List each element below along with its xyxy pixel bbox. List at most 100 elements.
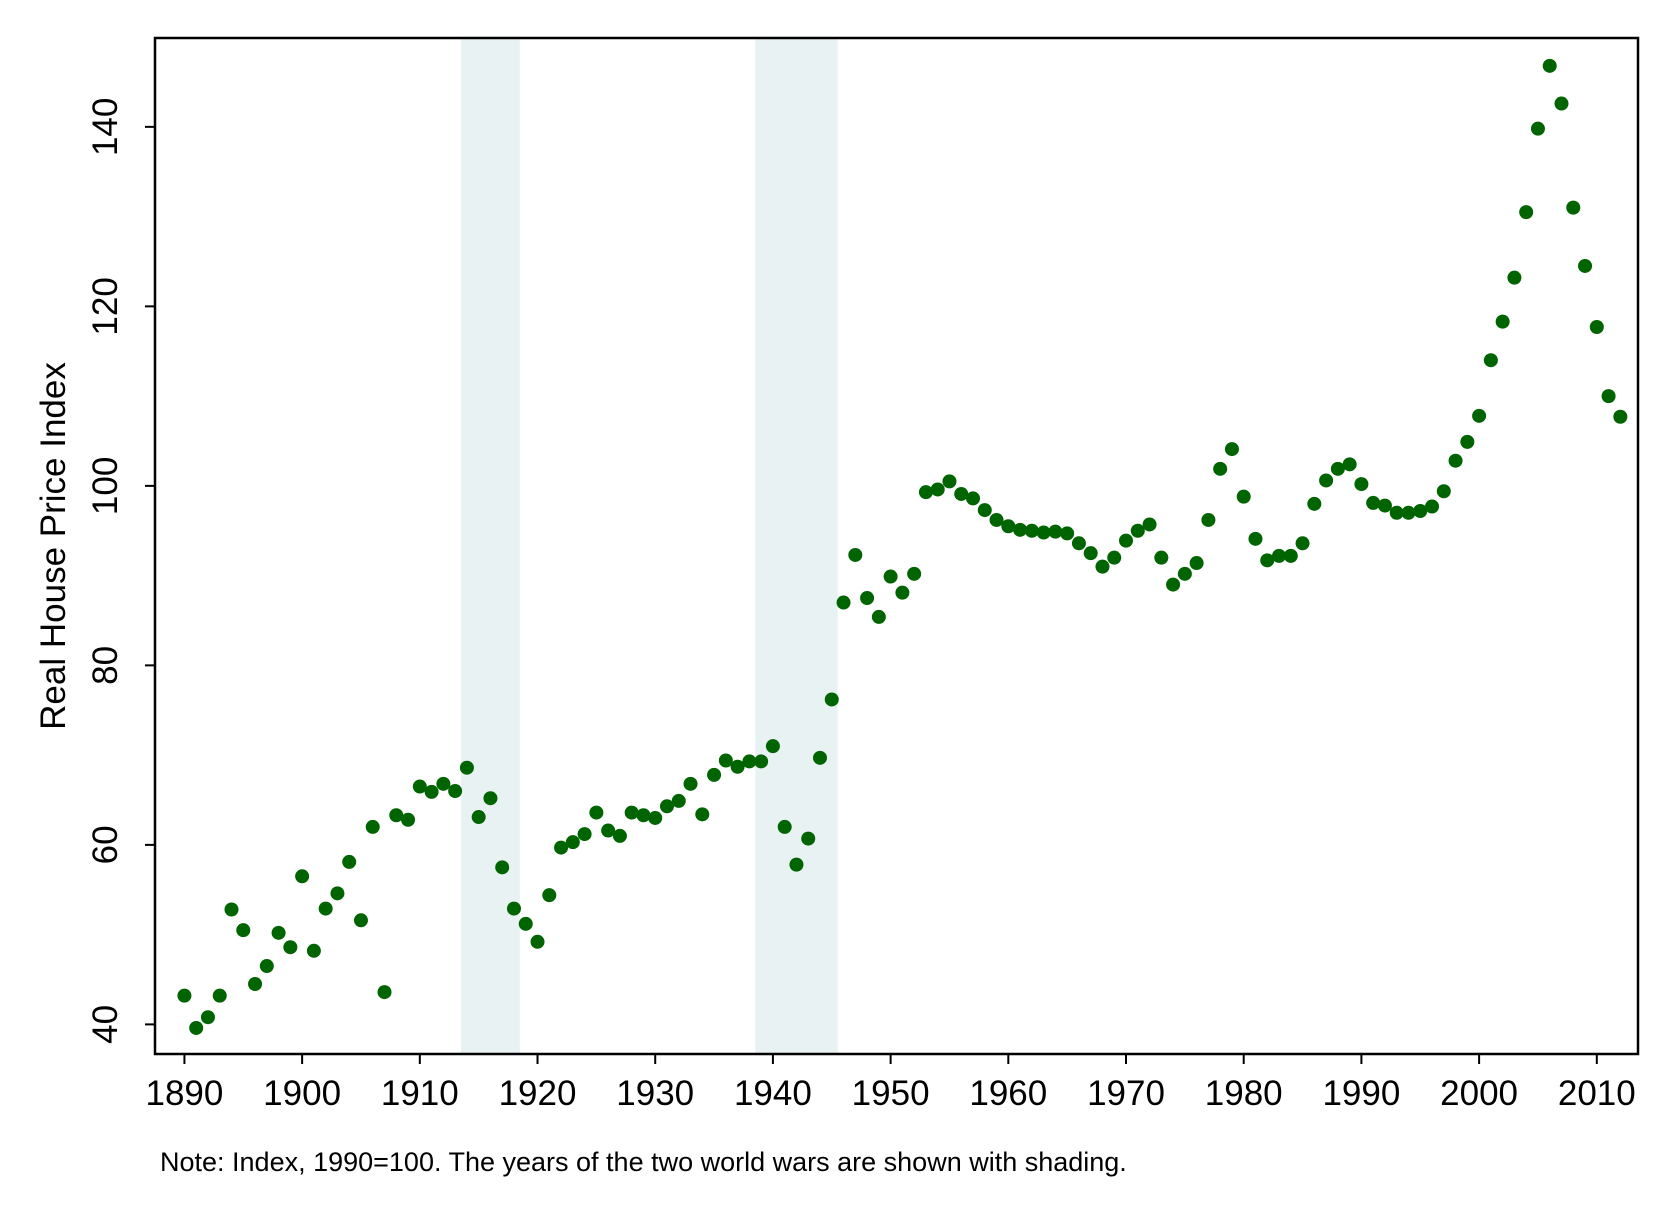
y-tick-label: 80 (86, 646, 125, 685)
y-tick-label: 100 (86, 457, 125, 515)
data-point (1095, 559, 1110, 574)
data-point (848, 547, 863, 562)
data-point (671, 793, 686, 808)
data-point (989, 512, 1004, 527)
data-point (636, 808, 651, 823)
data-point (1448, 453, 1463, 468)
data-point (1554, 96, 1569, 111)
data-point (1366, 495, 1381, 510)
data-point (1472, 408, 1487, 423)
data-point (1377, 498, 1392, 513)
data-point (518, 916, 533, 931)
data-point (1566, 200, 1581, 215)
shaded-period-1 (461, 39, 520, 1053)
data-point (860, 591, 875, 606)
data-point (1048, 524, 1063, 539)
data-point (718, 753, 733, 768)
data-point (389, 808, 404, 823)
data-point (1071, 536, 1086, 551)
data-point (412, 779, 427, 794)
data-point (306, 943, 321, 958)
chart-note: Note: Index, 1990=100. The years of the … (160, 1147, 1127, 1177)
data-point (789, 857, 804, 872)
data-point (730, 759, 745, 774)
data-point (1319, 473, 1334, 488)
data-point (966, 491, 981, 506)
data-point (1283, 548, 1298, 563)
data-point (659, 799, 674, 814)
data-point (812, 750, 827, 765)
data-point (1260, 553, 1275, 568)
data-point (554, 840, 569, 855)
data-point (1224, 442, 1239, 457)
data-point (1589, 320, 1604, 335)
data-point (1036, 525, 1051, 540)
data-point (695, 807, 710, 822)
data-point (836, 595, 851, 610)
data-point (1354, 477, 1369, 492)
plot-area-frame (153, 36, 1640, 1056)
data-point (271, 925, 286, 940)
data-point (824, 692, 839, 707)
data-point (707, 767, 722, 782)
data-point (436, 776, 451, 791)
data-point (1142, 517, 1157, 532)
data-point (624, 805, 639, 820)
data-point (918, 485, 933, 500)
x-tick-label: 1900 (263, 1074, 341, 1113)
y-tick-label: 60 (86, 825, 125, 864)
data-point (353, 913, 368, 928)
x-tick-label: 1930 (616, 1074, 694, 1113)
data-point (871, 609, 886, 624)
data-point (1389, 505, 1404, 520)
data-point (200, 1010, 215, 1025)
x-tick-label: 1940 (734, 1074, 812, 1113)
data-point (459, 760, 474, 775)
data-point (754, 754, 769, 769)
data-point (224, 902, 239, 917)
data-point (742, 754, 757, 769)
x-tick-label: 1970 (1087, 1074, 1165, 1113)
y-tick-label: 140 (86, 98, 125, 156)
data-point (424, 784, 439, 799)
x-tick-label: 1910 (381, 1074, 459, 1113)
data-point (1001, 519, 1016, 534)
data-point (1130, 523, 1145, 538)
data-point (189, 1020, 204, 1035)
data-point (1083, 546, 1098, 561)
data-point (530, 934, 545, 949)
data-point (977, 503, 992, 518)
data-point (248, 976, 263, 991)
data-point (1413, 503, 1428, 518)
data-point (483, 791, 498, 806)
data-point (954, 486, 969, 501)
data-point (1295, 536, 1310, 551)
data-point (907, 566, 922, 581)
data-point (601, 823, 616, 838)
data-point (1601, 389, 1616, 404)
data-point (1201, 512, 1216, 527)
data-point (1542, 58, 1557, 73)
data-point (1013, 522, 1028, 537)
data-point (1425, 499, 1440, 514)
data-point (589, 805, 604, 820)
data-point (1483, 353, 1498, 368)
data-point (330, 886, 345, 901)
data-point (883, 569, 898, 584)
data-point (942, 474, 957, 489)
data-point (471, 810, 486, 825)
x-tick-label: 1950 (852, 1074, 930, 1113)
data-point (1613, 409, 1628, 424)
data-point (1166, 577, 1181, 592)
data-point (1107, 550, 1122, 565)
y-tick-label: 40 (86, 1005, 125, 1044)
data-point (1530, 121, 1545, 136)
data-point (1460, 434, 1475, 449)
data-points (177, 58, 1628, 1035)
data-point (1024, 523, 1039, 538)
data-point (1189, 556, 1204, 571)
x-tick-label: 1890 (145, 1074, 223, 1113)
x-tick-label: 1960 (969, 1074, 1047, 1113)
data-point (565, 835, 580, 850)
